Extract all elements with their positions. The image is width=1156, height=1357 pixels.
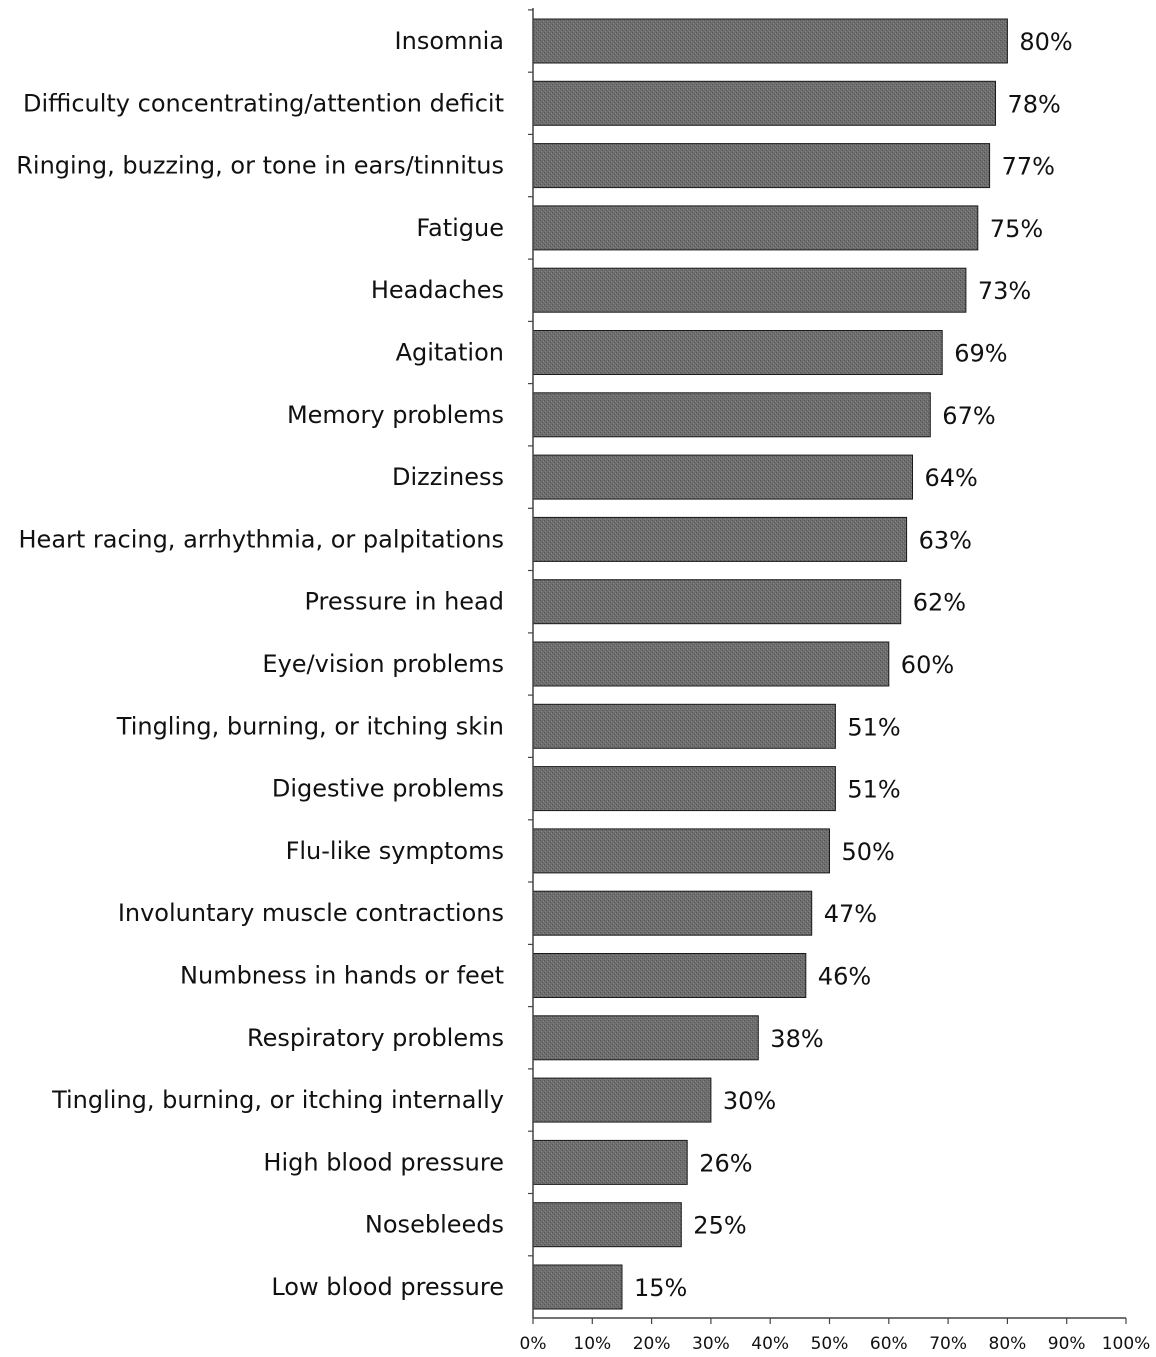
category-label: Memory problems — [287, 401, 504, 429]
x-tick-label: 90% — [1048, 1334, 1086, 1354]
bar-6 — [532, 392, 931, 438]
value-label: 63% — [919, 526, 972, 554]
value-label: 78% — [1008, 90, 1061, 118]
category-label: Ringing, buzzing, or tone in ears/tinnit… — [16, 152, 504, 180]
bar-10 — [532, 641, 890, 687]
category-label: High blood pressure — [263, 1148, 504, 1176]
category-label: Numbness in hands or feet — [180, 962, 504, 990]
category-label: Nosebleeds — [365, 1211, 504, 1239]
x-tick-label: 10% — [573, 1334, 611, 1354]
value-label: 30% — [723, 1087, 776, 1115]
value-label: 47% — [824, 900, 877, 928]
bar-16 — [532, 1015, 759, 1061]
category-label: Heart racing, arrhythmia, or palpitation… — [19, 525, 505, 553]
bar-8 — [532, 516, 908, 562]
value-label: 67% — [942, 402, 995, 430]
value-label: 26% — [699, 1149, 752, 1177]
category-label: Low blood pressure — [271, 1273, 504, 1301]
value-label: 51% — [847, 713, 900, 741]
value-label: 75% — [990, 215, 1043, 243]
value-label: 80% — [1019, 28, 1072, 56]
category-label: Difficulty concentrating/attention defic… — [23, 89, 504, 117]
category-labels: Insomnia Difficulty concentrating/attenti… — [16, 27, 504, 1301]
category-label: Headaches — [371, 276, 504, 304]
x-tick-label: 100% — [1102, 1334, 1151, 1354]
x-tick-label: 20% — [633, 1334, 671, 1354]
bar-17 — [532, 1077, 712, 1123]
value-label: 25% — [693, 1212, 746, 1240]
x-tick-label: 50% — [811, 1334, 849, 1354]
bar-9 — [532, 579, 902, 625]
value-label: 77% — [1002, 153, 1055, 181]
value-label: 64% — [925, 464, 978, 492]
bar-4 — [532, 267, 967, 313]
bar-18 — [532, 1139, 688, 1185]
bar-1 — [532, 80, 996, 126]
axes: 0% 10% 20% 30% 40% 50% 60% 70% 80% 90% 100% — [520, 8, 1151, 1354]
category-label: Tingling, burning, or itching internally — [51, 1086, 504, 1114]
value-label: 62% — [913, 589, 966, 617]
category-label: Fatigue — [416, 214, 504, 242]
value-label: 15% — [634, 1274, 687, 1302]
bar-0 — [532, 18, 1008, 64]
category-label: Involuntary muscle contractions — [118, 899, 504, 927]
value-labels: 80% 78% 77% 75% 73% 69% 67% 64% 63% 62% 60% 51% 51% 5… — [634, 28, 1073, 1302]
bars-layer — [532, 18, 1008, 1310]
value-label: 46% — [818, 963, 871, 991]
x-tick-label: 70% — [929, 1334, 967, 1354]
x-tick-label: 60% — [870, 1334, 908, 1354]
bar-7 — [532, 454, 913, 500]
value-label: 50% — [842, 838, 895, 866]
x-tick-label: 30% — [692, 1334, 730, 1354]
x-tick-label: 0% — [520, 1334, 547, 1354]
bar-11 — [532, 703, 836, 749]
bar-12 — [532, 766, 836, 812]
bar-5 — [532, 330, 943, 375]
bar-3 — [532, 205, 979, 251]
category-label: Agitation — [396, 339, 504, 367]
value-label: 69% — [954, 340, 1007, 368]
category-label: Eye/vision problems — [262, 650, 504, 678]
value-label: 73% — [978, 277, 1031, 305]
category-label: Dizziness — [392, 463, 504, 491]
bar-20 — [532, 1264, 623, 1310]
bar-19 — [532, 1202, 682, 1248]
value-label: 51% — [847, 776, 900, 804]
category-label: Respiratory problems — [247, 1024, 504, 1052]
category-label: Digestive problems — [272, 775, 504, 803]
x-tick-label: 40% — [751, 1334, 789, 1354]
bar-14 — [532, 890, 813, 936]
bar-2 — [532, 143, 991, 189]
category-label: Insomnia — [395, 27, 504, 55]
category-label: Flu-like symptoms — [286, 837, 504, 865]
category-label: Tingling, burning, or itching skin — [116, 712, 504, 740]
x-tick-label: 80% — [989, 1334, 1027, 1354]
value-label: 60% — [901, 651, 954, 679]
category-label: Pressure in head — [304, 588, 504, 616]
bar-15 — [532, 953, 807, 998]
value-label: 38% — [770, 1025, 823, 1053]
bar-13 — [532, 828, 830, 874]
